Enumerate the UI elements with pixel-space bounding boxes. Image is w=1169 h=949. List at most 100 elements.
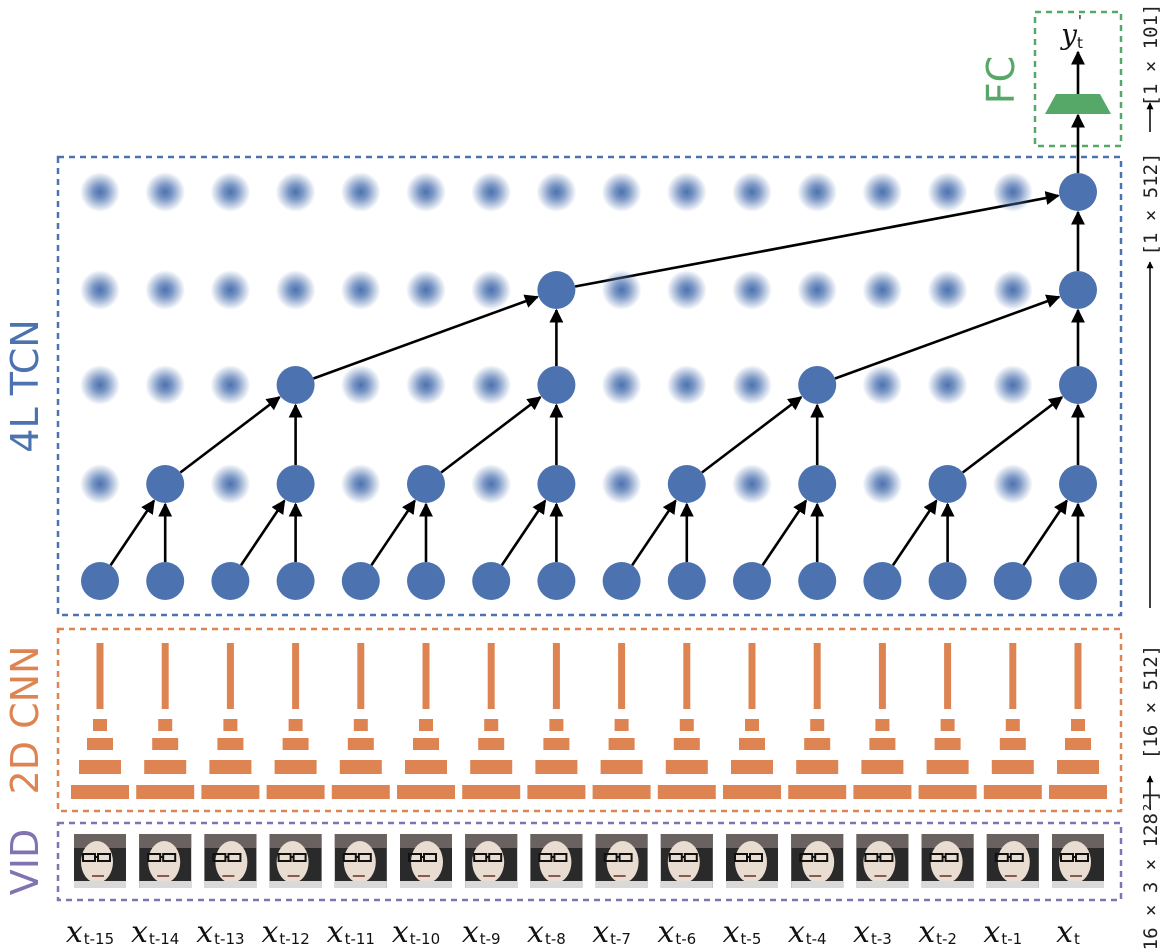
tcn-node-faded <box>927 270 968 310</box>
cnn-layer-block <box>853 785 912 799</box>
conv-layer-icon <box>331 643 390 799</box>
dim-label-cnn-out: [16 × 512] <box>1140 645 1162 759</box>
cnn-layer-block <box>739 738 765 750</box>
cnn-layer-block <box>723 785 781 799</box>
cnn-layer-block <box>796 760 839 774</box>
cnn-layer-block <box>875 719 890 731</box>
cnn-layer-block <box>484 719 499 731</box>
tcn-edge-diagonal <box>370 499 416 566</box>
tcn-node <box>537 562 576 600</box>
tcn-node-faded <box>80 365 120 405</box>
tcn-node-faded <box>862 365 903 405</box>
tcn-edge-diagonal <box>891 499 938 566</box>
cnn-layer-block <box>1005 719 1020 731</box>
tcn-node-faded <box>732 172 772 212</box>
tcn-node-faded <box>601 365 642 405</box>
cnn-layer-block <box>419 719 433 731</box>
cnn-layer-thin <box>292 643 300 709</box>
tcn-edge-diagonal <box>313 294 539 380</box>
face-frame-icon <box>921 834 974 888</box>
tcn-node-faded <box>340 365 381 405</box>
cnn-layer-block <box>1065 738 1091 750</box>
cnn-layer-block <box>745 719 759 731</box>
cnn-layer-block <box>462 785 521 799</box>
tcn-node <box>1059 173 1097 211</box>
conv-layer-icon <box>723 643 781 799</box>
cnn-layer-block <box>282 738 309 750</box>
tcn-edge-diagonal <box>440 396 542 474</box>
tcn-node <box>537 465 576 503</box>
cnn-layer-block <box>543 738 570 750</box>
face-frame-icon <box>660 834 713 888</box>
cnn-layer-thin <box>552 643 560 709</box>
cnn-layer-thin <box>226 643 234 709</box>
tcn-node-faded <box>862 270 903 310</box>
tcn-node <box>81 562 119 600</box>
fc-block-label: FC <box>979 56 1023 104</box>
cnn-layer-thin <box>422 643 430 709</box>
tcn-edge-diagonal <box>834 294 1061 380</box>
dim-label-input: [16 × 3 × 128²] <box>1140 790 1162 949</box>
tcn-node <box>667 465 706 503</box>
tcn-node <box>537 271 576 309</box>
conv-layer-icon <box>1049 643 1107 799</box>
cnn-layer-block <box>347 738 374 750</box>
cnn-layer-block <box>266 785 325 799</box>
cnn-layer-thin <box>1009 643 1017 709</box>
tcn-edge-diagonal <box>179 396 281 474</box>
cnn-layer-thin <box>357 643 365 709</box>
cnn-layer-thin <box>813 643 821 709</box>
tcn-node-faded <box>862 172 903 212</box>
tcn-node-faded <box>601 172 642 212</box>
tcn-node <box>798 465 837 503</box>
cnn-layer-thin <box>161 643 169 709</box>
cnn-layer-thin <box>748 643 756 709</box>
cnn-layer-thin <box>96 643 104 709</box>
conv-layer-icon <box>983 643 1042 799</box>
cnn-layer-thin <box>878 643 886 709</box>
tcn-node <box>1059 465 1097 503</box>
cnn-layer-block <box>158 719 173 731</box>
tcn-node <box>602 562 641 600</box>
cnn-layer-block <box>288 719 303 731</box>
tcn-node-faded <box>210 365 251 405</box>
tcn-node-faded <box>471 270 512 310</box>
tcn-node-faded <box>80 172 120 212</box>
tcn-node <box>276 562 315 600</box>
tcn-node <box>407 562 445 600</box>
cnn-layer-block <box>339 760 382 774</box>
cnn-layer-block <box>1071 719 1085 731</box>
cnn-layer-block <box>144 760 187 774</box>
conv-layer-icon <box>266 643 325 799</box>
cnn-layer-block <box>600 760 643 774</box>
tcn-node-faded <box>275 270 316 310</box>
tcn-edge-diagonal <box>961 396 1064 474</box>
cnn-layer-block <box>136 785 195 799</box>
cnn-layer-block <box>353 719 368 731</box>
input-label: xt-1 <box>983 915 1022 949</box>
tcn-node-faded <box>80 270 120 310</box>
tcn-node <box>211 562 250 600</box>
input-label: xt-12 <box>261 915 309 949</box>
tcn-node <box>1059 562 1097 600</box>
tcn-node-faded <box>927 172 968 212</box>
conv-layer-icon <box>657 643 716 799</box>
cnn-layer-block <box>1049 785 1107 799</box>
tcn-edge-diagonal <box>1022 499 1068 566</box>
tcn-node-faded <box>210 464 251 504</box>
cnn-layer-block <box>1057 760 1099 774</box>
tcn-node <box>146 465 185 503</box>
cnn-layer-block <box>861 760 904 774</box>
cnn-layer-block <box>331 785 390 799</box>
face-frame-icon <box>269 834 322 888</box>
tcn-node <box>667 562 706 600</box>
tcn-node-faded <box>471 464 512 504</box>
face-frame-icon <box>139 834 192 888</box>
cnn-block-label: 2D CNN <box>3 646 47 795</box>
tcn-edge-diagonal <box>500 499 547 566</box>
tcn-graph <box>80 172 1097 600</box>
tcn-node-faded <box>797 172 838 212</box>
tcn-node-faded <box>340 270 381 310</box>
cnn-layer-block <box>918 785 977 799</box>
tcn-node-faded <box>471 172 512 212</box>
